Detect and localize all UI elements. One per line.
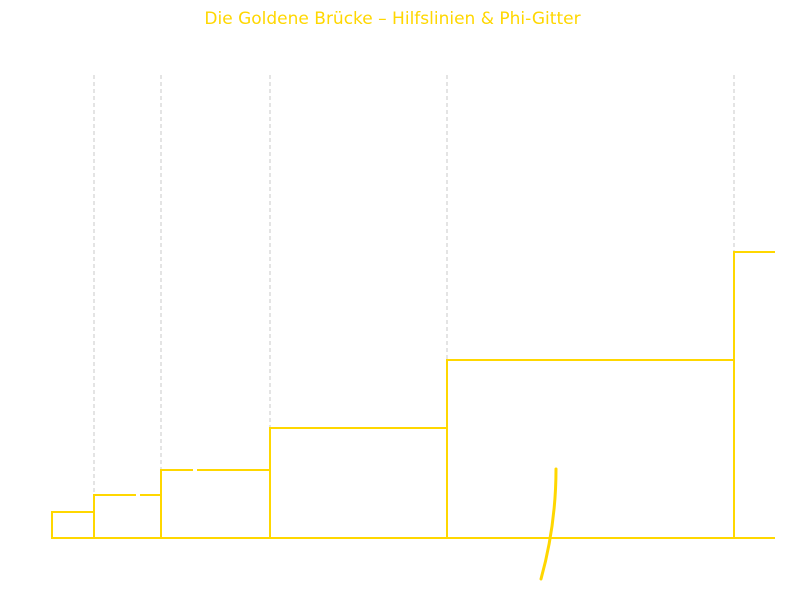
guide-lines: [93, 75, 735, 495]
phi-rectangle: [446, 359, 735, 539]
step-ticks: [136, 469, 197, 496]
phi-rectangles: [51, 251, 775, 539]
phi-rectangle: [93, 494, 162, 539]
phi-rectangle: [160, 469, 271, 539]
phi-rectangle: [51, 511, 95, 539]
phi-rectangle: [269, 427, 448, 539]
phi-rectangle-partial: [733, 251, 775, 538]
diagram-title: Die Goldene Brücke – Hilfslinien & Phi-G…: [204, 9, 581, 29]
spiral-arc: [539, 467, 558, 581]
